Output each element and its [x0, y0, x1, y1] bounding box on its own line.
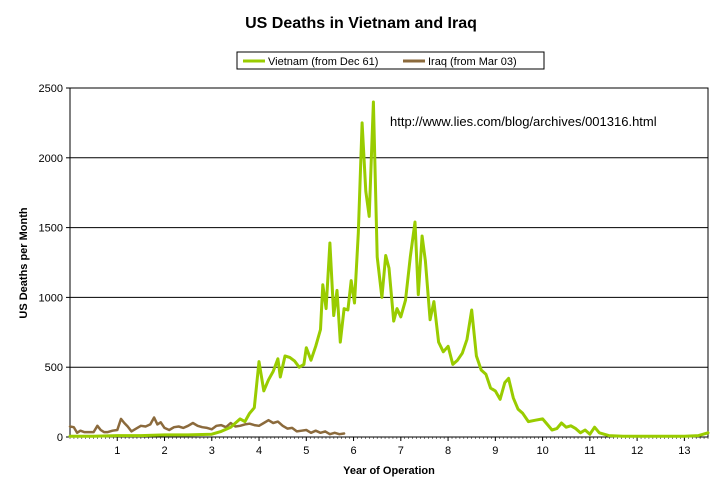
x-axis-title: Year of Operation	[343, 465, 435, 477]
y-tick-label: 0	[57, 432, 63, 444]
y-tick-label: 500	[45, 362, 63, 374]
series-line-vietnam	[68, 100, 710, 438]
x-axis-ticks: 1 2 3 4 5 6 7 8 9 10 11 12 13	[69, 437, 709, 457]
series-lines	[68, 100, 710, 438]
y-axis-title: US Deaths per Month	[18, 207, 30, 319]
x-tick-label: 9	[492, 445, 498, 457]
y-tick-label: 2500	[39, 83, 63, 95]
x-tick-label: 10	[536, 445, 548, 457]
chart-title: US Deaths in Vietnam and Iraq	[245, 15, 477, 32]
y-tick-label: 1000	[39, 292, 63, 304]
legend-iraq-label: Iraq (from Mar 03)	[428, 56, 517, 68]
x-tick-label: 12	[631, 445, 643, 457]
legend: Vietnam (from Dec 61) Iraq (from Mar 03)	[236, 51, 545, 70]
x-tick-label: 6	[350, 445, 356, 457]
x-tick-label: 3	[209, 445, 215, 457]
gridlines	[70, 157, 708, 368]
source-url-annotation: http://www.lies.com/blog/archives/001316…	[390, 114, 657, 129]
x-tick-label: 2	[161, 445, 167, 457]
y-axis-ticks: 0 500 1000 1500 2000 2500	[39, 83, 70, 444]
x-tick-label: 4	[256, 445, 262, 457]
legend-box	[236, 51, 545, 70]
x-tick-label: 5	[303, 445, 309, 457]
x-tick-label: 11	[584, 445, 595, 457]
plot-area	[69, 87, 709, 438]
x-tick-label: 13	[678, 445, 690, 457]
x-tick-label: 8	[445, 445, 451, 457]
x-tick-label: 7	[398, 445, 404, 457]
y-tick-label: 1500	[39, 223, 63, 235]
y-tick-label: 2000	[39, 153, 63, 165]
x-tick-label: 1	[114, 445, 120, 457]
legend-vietnam-label: Vietnam (from Dec 61)	[268, 56, 378, 68]
series-line-iraq	[68, 416, 346, 436]
